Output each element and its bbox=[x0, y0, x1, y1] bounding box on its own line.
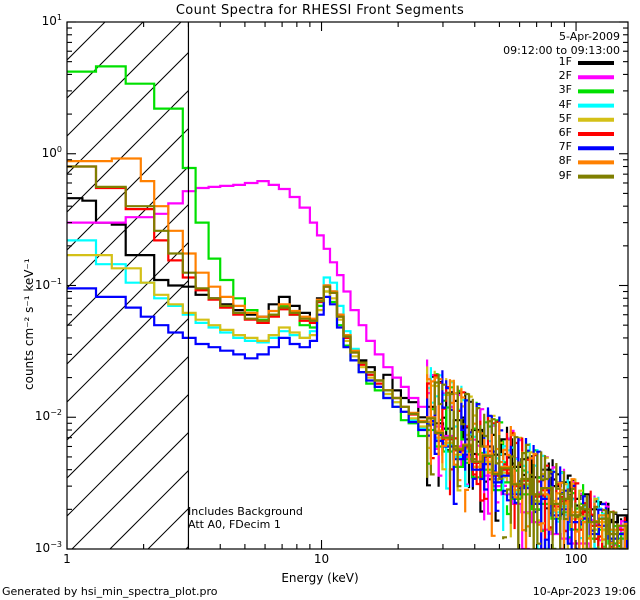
legend-item-3F[interactable]: 3F bbox=[558, 83, 572, 97]
legend-item-4F[interactable]: 4F bbox=[558, 97, 572, 111]
series-tail-9F bbox=[426, 373, 628, 549]
x-tick-label: 1 bbox=[63, 552, 71, 566]
y-tick-label: 10−2 bbox=[34, 408, 62, 424]
legend-swatches bbox=[578, 61, 614, 179]
legend-item-5F[interactable]: 5F bbox=[558, 111, 572, 125]
legend-item-2F[interactable]: 2F bbox=[558, 69, 572, 83]
y-tick-label: 100 bbox=[41, 144, 62, 160]
observation-date: 5-Apr-2009 bbox=[558, 30, 620, 43]
footer-timestamp: 10-Apr-2023 19:06 bbox=[532, 585, 636, 598]
footer-generator: Generated by hsi_min_spectra_plot.pro bbox=[2, 585, 218, 598]
y-tick-label: 10−3 bbox=[34, 540, 62, 555]
series-2F bbox=[67, 180, 628, 549]
axis-ticks bbox=[66, 21, 628, 550]
x-axis-label: Energy (keV) bbox=[281, 571, 359, 585]
annotation-background: Includes Background bbox=[188, 505, 303, 518]
legend-item-7F[interactable]: 7F bbox=[558, 140, 572, 154]
series-9F bbox=[67, 165, 628, 540]
x-tick-label: 100 bbox=[564, 552, 588, 566]
page-title: Count Spectra for RHESSI Front Segments bbox=[175, 3, 465, 18]
observation-time-range: 09:12:00 to 09:13:00 bbox=[503, 44, 620, 57]
legend-item-8F[interactable]: 8F bbox=[558, 154, 572, 168]
x-tick-label: 10 bbox=[313, 552, 330, 566]
legend-item-6F[interactable]: 6F bbox=[558, 126, 572, 139]
spectra-curves bbox=[67, 65, 628, 549]
y-tick-label: 10−1 bbox=[34, 276, 62, 292]
legend-item-1F[interactable]: 1F bbox=[558, 55, 572, 68]
y-tick-label: 101 bbox=[41, 13, 62, 28]
annotation-attenuator: Att A0, FDecim 1 bbox=[188, 518, 281, 531]
legend-item-9F[interactable]: 9F bbox=[558, 168, 572, 182]
